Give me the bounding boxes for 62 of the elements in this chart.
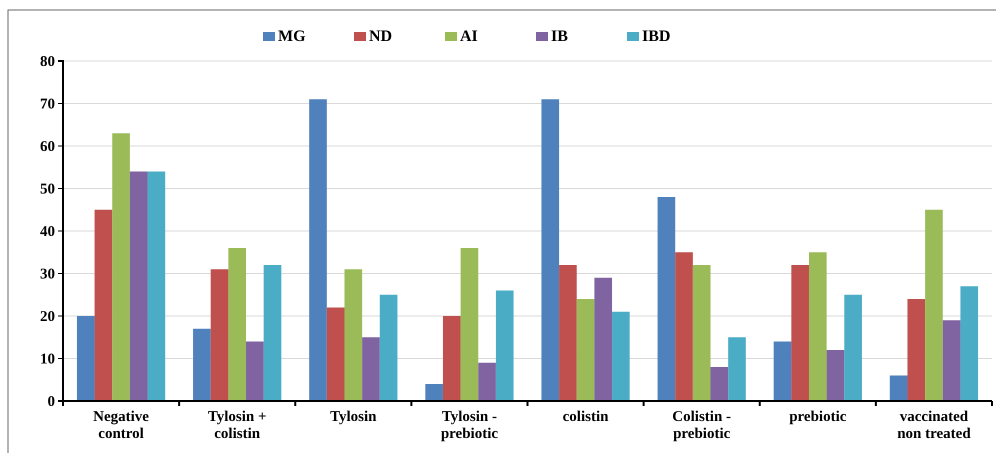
legend-label: MG [278,28,306,45]
bar [442,316,461,401]
bar [228,248,246,401]
y-tick-label: 70 [40,96,55,112]
bar [210,269,228,401]
legend-label: IBD [642,28,670,45]
bar [246,342,264,401]
bar [541,99,560,401]
bar [425,384,443,401]
bar [559,265,577,401]
bar [478,362,496,401]
y-tick-label: 0 [48,394,55,410]
bar [808,252,827,401]
bar [960,286,978,401]
y-tick-label: 30 [40,266,55,282]
bar [496,290,514,401]
y-tick-label: 20 [40,308,55,325]
bar [460,248,478,401]
bar [380,294,398,401]
legend-label: IB [551,28,568,45]
bar [326,308,344,401]
x-tick-label: Colistin - prebiotic [672,409,732,442]
bar [890,376,908,401]
x-tick-label: colistin [562,409,610,425]
bar [193,328,211,401]
bar [309,99,327,401]
bar [576,299,594,401]
y-tick-label: 10 [40,351,55,368]
bar [594,278,612,401]
bar [264,265,282,401]
bar [344,269,362,401]
y-tick-label: 50 [40,181,55,198]
bar [76,316,95,401]
bar [710,367,728,401]
legend-label: ND [369,28,392,45]
bar [728,337,746,401]
bar [112,133,130,401]
bar [658,197,676,401]
bar [612,312,630,401]
bar [774,342,792,401]
x-tick-label: prebiotic [789,409,847,425]
x-tick-label: Tylosin [330,409,378,425]
bar [844,294,862,401]
bar [907,299,926,401]
bar [94,210,112,401]
bar [675,252,693,401]
y-tick-label: 40 [40,224,55,240]
bar [130,172,148,401]
legend-label: AI [460,28,478,45]
y-tick-label: 80 [40,54,55,70]
bar [925,210,943,401]
x-tick-label: vaccinated non treated [897,409,972,442]
bar [942,320,960,401]
bar [826,350,844,401]
bar [362,337,380,401]
x-tick-label: Tylosin - prebiotic [440,409,498,442]
y-tick-label: 60 [40,138,55,155]
x-tick-label: Negative control [93,409,150,442]
bar [791,265,809,401]
bar [692,265,711,401]
bar [148,172,166,401]
x-tick-label: Tylosin + colistin [208,409,267,442]
